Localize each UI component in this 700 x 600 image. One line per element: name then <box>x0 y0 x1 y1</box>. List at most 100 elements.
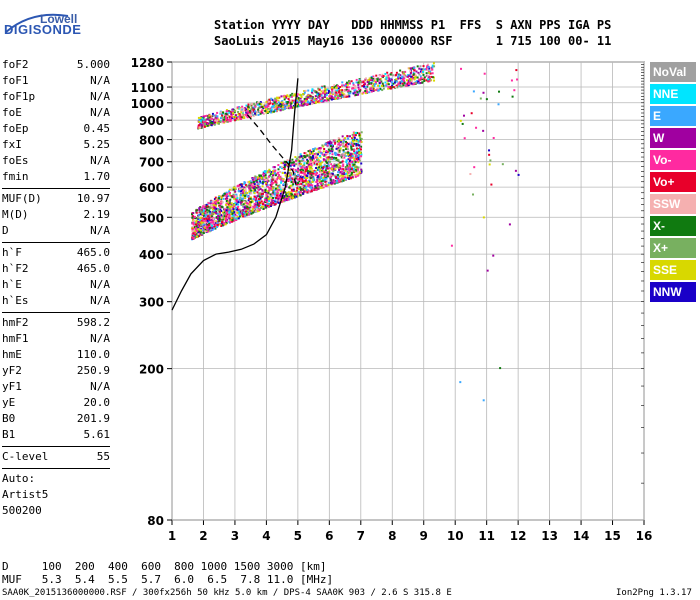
echo-point <box>258 102 261 105</box>
param-value: 5.25 <box>83 138 111 151</box>
echo-point <box>220 205 223 208</box>
echo-point <box>197 216 200 219</box>
echo-point <box>302 100 305 103</box>
echo-point <box>216 208 219 211</box>
echo-point <box>328 142 331 145</box>
echo-point <box>312 149 315 152</box>
echo-point <box>265 111 268 114</box>
echo-point <box>236 217 239 220</box>
echo-point <box>339 144 342 147</box>
echo-point <box>207 116 210 119</box>
echo-point <box>347 158 350 161</box>
echo-point <box>256 176 259 179</box>
echo-point <box>317 147 320 150</box>
echo-point <box>256 101 259 104</box>
echo-point <box>300 176 303 179</box>
echo-point <box>205 208 208 211</box>
echo-point <box>325 150 328 153</box>
echo-point <box>345 146 348 149</box>
echo-point <box>315 98 318 101</box>
echo-point <box>330 182 333 185</box>
echo-point <box>488 149 491 152</box>
echo-point <box>400 80 403 83</box>
echo-point <box>324 153 327 156</box>
echo-point <box>234 195 237 198</box>
echo-point <box>337 171 340 174</box>
echo-point <box>355 140 358 143</box>
echo-point <box>223 120 226 123</box>
echo-point <box>249 197 252 200</box>
echo-point <box>247 185 250 188</box>
echo-point <box>195 233 198 236</box>
echo-point <box>221 194 224 197</box>
echo-point <box>258 105 261 108</box>
echo-point <box>271 172 274 175</box>
echo-point <box>341 173 344 176</box>
echo-point <box>194 223 197 226</box>
echo-point <box>273 178 276 181</box>
echo-point <box>229 194 232 197</box>
echo-point <box>284 106 287 109</box>
echo-point <box>334 168 337 171</box>
echo-point <box>363 85 366 88</box>
echo-point <box>211 122 214 125</box>
echo-point <box>407 75 410 78</box>
echo-point <box>207 202 210 205</box>
echo-point <box>233 214 236 217</box>
echo-point <box>261 194 264 197</box>
echo-point <box>248 210 251 213</box>
echo-point <box>420 68 423 71</box>
echo-point <box>309 172 312 175</box>
param-row: B1 5.61 <box>2 428 110 444</box>
echo-point <box>240 111 243 114</box>
echo-point <box>203 204 206 207</box>
echo-point <box>264 108 267 111</box>
echo-point <box>342 168 345 171</box>
echo-point <box>305 103 308 106</box>
echo-point <box>258 106 261 109</box>
echo-point <box>214 201 217 204</box>
echo-point <box>301 185 304 188</box>
param-row: M(D) 2.19 <box>2 208 110 224</box>
param-name: fmin <box>2 170 29 183</box>
echo-point <box>328 143 331 146</box>
echo-point <box>289 172 292 175</box>
echo-point <box>311 181 314 184</box>
echo-point <box>347 86 350 89</box>
echo-point <box>381 75 384 78</box>
echo-point <box>314 160 317 163</box>
echo-point <box>329 160 332 163</box>
echo-point <box>238 208 241 211</box>
echo-point <box>286 159 289 162</box>
logo-digisonde: DIGISONDE <box>4 22 82 37</box>
echo-point <box>312 176 315 179</box>
echo-point <box>335 152 338 155</box>
echo-point <box>343 154 346 157</box>
echo-point <box>279 166 282 169</box>
echo-point <box>260 206 263 209</box>
echo-point <box>380 84 383 87</box>
echo-point <box>225 112 228 115</box>
echo-point <box>214 223 217 226</box>
echo-point <box>411 75 414 78</box>
echo-point <box>374 81 377 84</box>
echo-point <box>265 183 268 186</box>
param-name: yF1 <box>2 380 22 393</box>
echo-point <box>287 104 290 107</box>
echo-point <box>211 224 214 227</box>
echo-point <box>346 95 349 98</box>
echo-point <box>251 186 254 189</box>
echo-point <box>310 158 313 161</box>
echo-point <box>317 87 320 90</box>
echo-point <box>193 221 196 224</box>
echo-point <box>313 162 316 165</box>
echo-point <box>275 106 278 109</box>
echo-point <box>264 173 267 176</box>
param-value: 2.19 <box>83 208 111 221</box>
legend-item: SSE <box>650 260 696 280</box>
echo-point <box>266 110 269 113</box>
echo-point <box>312 188 315 191</box>
echo-point <box>338 141 341 144</box>
muf-row: MUF 5.3 5.4 5.5 5.7 6.0 6.5 7.8 11.0 [MH… <box>2 573 334 586</box>
echo-point <box>256 181 259 184</box>
